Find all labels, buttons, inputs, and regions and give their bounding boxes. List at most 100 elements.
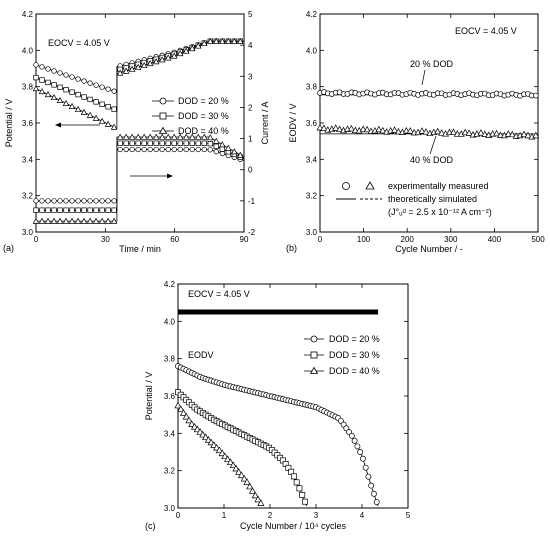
- panel-c-point-2: [240, 474, 248, 482]
- panel-a-current-point-2: [146, 133, 154, 140]
- panel-a-potential-point-2: [122, 67, 130, 74]
- panel-c-point-1: [293, 479, 300, 486]
- panel-b-y-tick-label: 3.0: [306, 228, 318, 237]
- panel-a-potential-point-1: [33, 74, 39, 81]
- panel-c-point-2: [190, 422, 199, 430]
- panel-a-legend: DOD = 20 % DOD = 30 % DOD = 40 %: [152, 96, 229, 136]
- panel-a-legend-item-20: DOD = 20 %: [178, 96, 229, 106]
- panel-a-current-point-1: [195, 140, 201, 146]
- panel-a-potential-point-2: [50, 93, 58, 101]
- panel-a-current-point-2: [134, 133, 142, 140]
- panel-c-point-2: [251, 491, 259, 499]
- panel-a-potential-point-2: [170, 52, 178, 59]
- panel-a-current-point-0: [123, 146, 129, 153]
- panel-a-current-point-0: [201, 146, 207, 153]
- panel-b-point-1: [394, 127, 402, 135]
- panel-c-legend-item-40: DOD = 40 %: [329, 366, 380, 376]
- panel-a-current-point-2: [50, 217, 58, 224]
- panel-a-current-point-1: [147, 140, 153, 146]
- panel-a-current-point-2: [194, 133, 202, 140]
- panel-b-ticks: 0 100 200 300 400 500 3.0 3.2 3.4 3.6 3.8 4.0 4.2: [306, 10, 545, 244]
- legend-triangle-marker: [158, 126, 168, 134]
- panel-b-point-1: [406, 127, 414, 134]
- panel-a-potential-point-2: [188, 44, 196, 52]
- panel-a-current-point-0: [129, 146, 135, 153]
- panel-a-current-point-1: [33, 207, 39, 213]
- panel-b-y-tick-label: 4.0: [306, 46, 318, 55]
- panel-c-point-2: [182, 412, 190, 420]
- panel-c-x-tick-label: 5: [406, 511, 411, 520]
- panel-a-current-point-0: [105, 198, 111, 204]
- panel-a-current-point-1: [219, 146, 225, 152]
- panel-c-point-0: [357, 449, 364, 455]
- panel-a-current-point-1: [117, 140, 123, 146]
- panel-b-y-tick-label: 3.6: [306, 119, 318, 128]
- panel-a-potential-point-0: [63, 72, 69, 78]
- panel-a-current-point-2: [80, 217, 88, 224]
- panel-b-y-tick-label: 3.4: [306, 155, 318, 164]
- panel-a-potential-point-0: [75, 76, 81, 82]
- panel-a-series: [32, 37, 245, 224]
- panel-a-current-point-0: [63, 198, 69, 204]
- panel-b-x-tick-label: 100: [357, 235, 371, 244]
- panel-b-series: [316, 89, 540, 140]
- panel-b-point-1: [336, 125, 344, 133]
- panel-a-potential-point-2: [110, 123, 118, 130]
- panel-a-current-point-2: [44, 217, 52, 224]
- panel-a-current-point-1: [165, 140, 171, 146]
- panel-a-current-point-1: [135, 140, 141, 146]
- panel-c-y-tick-label: 4.2: [164, 280, 176, 289]
- panel-a-y-left-tick-label: 4.0: [22, 46, 34, 55]
- panel-c-point-2: [248, 487, 257, 494]
- panel-a-current-point-0: [171, 146, 177, 153]
- panel-a-current-point-2: [86, 217, 94, 224]
- panel-b-eocv-annotation: EOCV = 4.05 V: [455, 26, 517, 36]
- panel-a-potential-point-2: [98, 117, 106, 124]
- panel-c-point-0: [351, 437, 358, 444]
- panel-c-point-2: [246, 482, 254, 490]
- panel-b-label-20-dod: 20 % DOD: [410, 59, 454, 69]
- panel-c-point-1: [290, 473, 297, 480]
- panel-a-current-point-2: [140, 133, 148, 140]
- panel-c-legend: DOD = 20 % DOD = 30 % DOD = 40 %: [304, 334, 380, 376]
- panel-a-current-point-2: [104, 217, 112, 224]
- panel-b-label-40-dod: 40 % DOD: [410, 155, 454, 165]
- panel-a-current-point-2: [152, 133, 160, 140]
- panel-a-current-point-2: [98, 217, 106, 224]
- panel-a-legend-item-40: DOD = 40 %: [178, 126, 229, 136]
- panel-a-y-left-tick-label: 3.0: [22, 228, 34, 237]
- panel-a-potential-point-2: [68, 102, 76, 109]
- panel-c-y-tick-label: 3.0: [164, 504, 176, 513]
- panel-a-current-point-1: [129, 140, 135, 146]
- panel-b-label: (b): [286, 243, 297, 253]
- panel-b-point-1: [524, 131, 532, 139]
- panel-b-legend-simulated: theoretically simulated: [388, 194, 477, 204]
- panel-b-xlabel: Cycle Number / -: [395, 244, 463, 254]
- panel-c-point-2: [177, 405, 185, 413]
- panel-a-current-point-0: [147, 146, 153, 153]
- panel-a-potential-point-2: [158, 56, 166, 63]
- panel-a-y-left-tick-label: 3.6: [22, 119, 34, 128]
- panel-a-potential-point-2: [140, 61, 148, 69]
- panel-a-potential-point-0: [69, 74, 75, 80]
- panel-a-current-point-1: [189, 140, 195, 146]
- panel-c-point-0: [362, 464, 369, 471]
- panel-a-potential-point-2: [74, 105, 82, 112]
- panel-b-point-1: [363, 125, 371, 133]
- panel-c-x-tick-label: 2: [268, 511, 273, 520]
- panel-c-point-2: [229, 461, 237, 469]
- panel-c-xlabel: Cycle Number / 10⁴ cycles: [240, 521, 346, 531]
- panel-a-potential-point-2: [224, 37, 232, 44]
- panel-b-legend: experimentally measured theoretically si…: [336, 181, 492, 217]
- panel-a-potential-point-0: [105, 86, 111, 92]
- panel-a-current-line-0: [36, 149, 245, 202]
- panel-a-current-point-1: [105, 207, 111, 213]
- panel-b-point-0: [532, 92, 539, 99]
- panel-a-current-point-0: [99, 198, 105, 204]
- legend-circle-marker: [159, 97, 167, 105]
- panel-a-current-point-1: [75, 207, 81, 213]
- panel-c-point-2: [243, 478, 251, 485]
- panel-a-current-point-2: [176, 133, 184, 140]
- panel-c-point-1: [299, 491, 306, 498]
- panel-a-x-tick-label: 90: [240, 235, 249, 244]
